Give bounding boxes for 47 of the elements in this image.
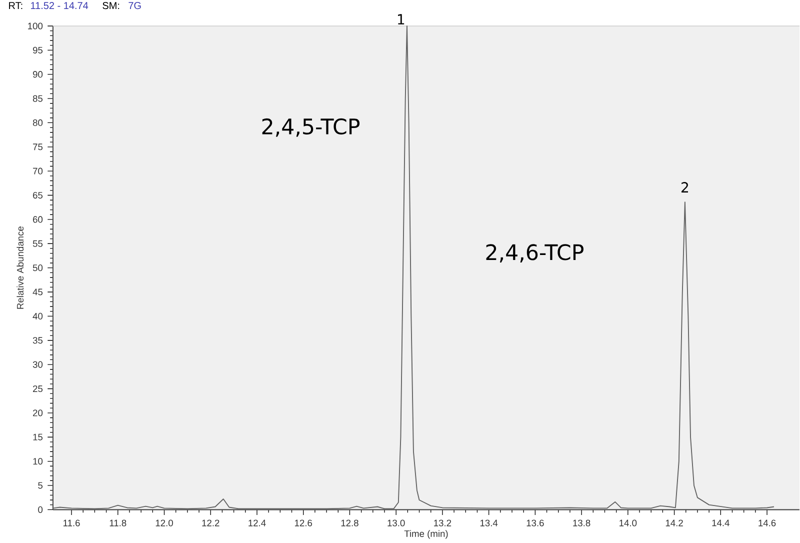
x-tick-label: 14.0 [620,520,637,526]
y-tick-label: 40 [32,312,43,320]
y-tick-label: 80 [32,119,43,126]
x-tick-label: 12.2 [202,520,220,526]
x-tick-label: 13.2 [434,520,452,526]
y-tick-label: 65 [33,192,43,198]
y-tick-label: 25 [33,385,43,392]
y-tick-label: 20 [33,410,43,416]
x-tick-label: 13.8 [573,520,590,526]
x-tick-label: 14.2 [666,520,683,526]
x-tick-label: 12.4 [248,520,266,526]
y-tick-label: 0 [38,506,43,513]
y-tick-label: 45 [32,288,43,296]
y-axis-title: Relative Abundance [16,226,24,309]
y-tick-label: 5 [38,482,43,489]
y-tick-label: 30 [32,361,43,368]
y-tick-label: 55 [32,240,43,247]
annotation: 2 [682,182,688,192]
x-tick-label: 11.8 [110,520,126,526]
annotation: 2,4,6-TCP [486,244,584,262]
y-tick-label: 15 [33,434,43,440]
y-tick-label: 95 [32,46,43,54]
x-tick-label: 11.6 [63,520,80,526]
y-tick-label: 100 [28,22,43,30]
annotation: 2,4,5-TCP [262,118,360,137]
x-axis-title: Time (min) [404,530,448,539]
x-tick-label: 13.0 [388,520,405,526]
y-tick-label: 85 [32,95,43,102]
text: 7G [128,2,141,9]
y-tick-label: 50 [32,264,43,271]
x-tick-label: 12.0 [156,520,173,526]
y-tick-label: 75 [33,144,43,150]
y-tick-label: 60 [33,216,43,223]
y-tick-label: 35 [32,336,43,344]
text: SM: [102,2,120,9]
x-tick-label: 13.4 [480,520,498,526]
x-tick-label: 12.6 [294,520,312,526]
x-tick-label: 14.4 [712,520,730,526]
text: RT: [9,2,22,9]
x-tick-label: 12.8 [341,520,358,526]
y-tick-label: 70 [33,168,43,174]
annotation: 1 [398,14,404,24]
y-tick-label: 10 [33,458,43,464]
x-tick-label: 14.6 [758,520,776,526]
y-tick-label: 90 [32,70,43,78]
text: 11.52 - 14.74 [31,2,88,9]
x-tick-label: 13.6 [526,520,544,526]
